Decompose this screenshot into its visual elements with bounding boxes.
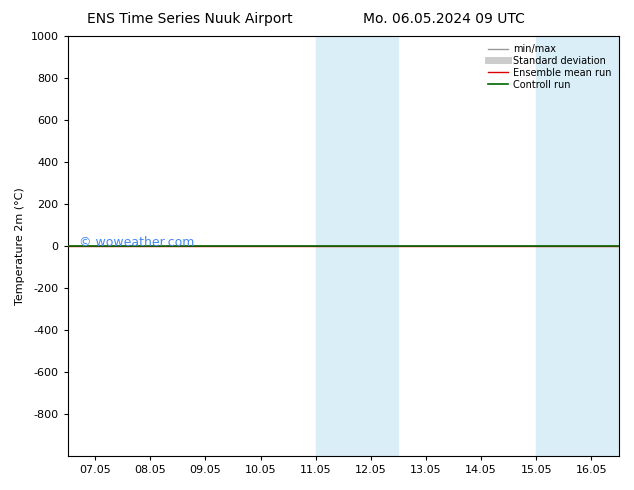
Bar [316,36,398,456]
Legend: min/max, Standard deviation, Ensemble mean run, Controll run: min/max, Standard deviation, Ensemble me… [486,41,614,93]
Y-axis label: Temperature 2m (°C): Temperature 2m (°C) [15,187,25,305]
Bar [536,36,619,456]
Text: ENS Time Series Nuuk Airport: ENS Time Series Nuuk Airport [87,12,293,26]
Text: Mo. 06.05.2024 09 UTC: Mo. 06.05.2024 09 UTC [363,12,525,26]
Text: © woweather.com: © woweather.com [79,236,194,248]
